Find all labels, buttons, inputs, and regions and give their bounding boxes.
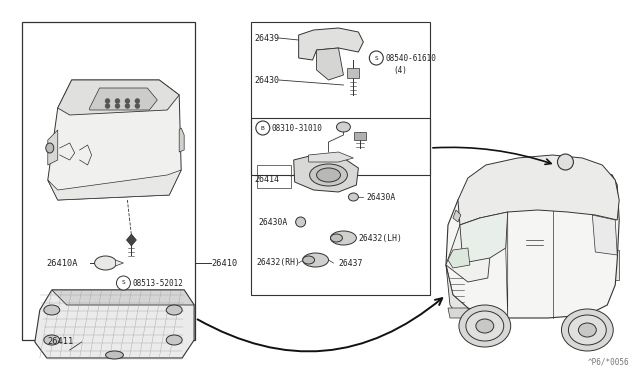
Text: 26432(LH): 26432(LH) xyxy=(358,234,403,243)
Polygon shape xyxy=(453,210,461,222)
Ellipse shape xyxy=(337,122,351,132)
Polygon shape xyxy=(446,218,490,282)
Ellipse shape xyxy=(466,311,504,341)
Polygon shape xyxy=(593,215,617,255)
Text: S: S xyxy=(374,55,378,61)
Polygon shape xyxy=(294,155,358,192)
Polygon shape xyxy=(35,290,194,358)
Polygon shape xyxy=(308,152,353,162)
Bar xyxy=(257,165,291,188)
Polygon shape xyxy=(460,212,508,263)
Text: 08513-52012: 08513-52012 xyxy=(132,279,183,288)
Text: 26439: 26439 xyxy=(255,33,280,42)
Polygon shape xyxy=(458,155,620,225)
Ellipse shape xyxy=(46,143,54,153)
Circle shape xyxy=(116,276,131,290)
Circle shape xyxy=(115,99,120,103)
Polygon shape xyxy=(446,265,468,318)
Ellipse shape xyxy=(317,168,340,182)
Text: B: B xyxy=(261,125,265,131)
Polygon shape xyxy=(90,88,157,110)
Text: 26430: 26430 xyxy=(255,76,280,84)
Ellipse shape xyxy=(95,256,116,270)
Ellipse shape xyxy=(166,335,182,345)
Polygon shape xyxy=(355,132,366,140)
Bar xyxy=(22,22,195,340)
Ellipse shape xyxy=(310,164,348,186)
Circle shape xyxy=(135,103,140,109)
Circle shape xyxy=(105,103,110,109)
Ellipse shape xyxy=(44,335,60,345)
Circle shape xyxy=(125,99,130,103)
Bar xyxy=(607,250,620,280)
Circle shape xyxy=(115,103,120,109)
Text: 26430A: 26430A xyxy=(259,218,288,227)
Ellipse shape xyxy=(561,309,613,351)
Polygon shape xyxy=(48,80,181,200)
Circle shape xyxy=(369,51,383,65)
Ellipse shape xyxy=(44,305,60,315)
Polygon shape xyxy=(299,28,364,60)
Ellipse shape xyxy=(459,305,511,347)
Circle shape xyxy=(105,99,110,103)
Text: S: S xyxy=(122,280,125,285)
Bar xyxy=(251,118,430,295)
Polygon shape xyxy=(58,80,179,115)
Polygon shape xyxy=(317,48,344,80)
Circle shape xyxy=(256,121,270,135)
Circle shape xyxy=(557,154,573,170)
Text: 26410A: 26410A xyxy=(47,259,78,267)
Polygon shape xyxy=(448,248,470,268)
Polygon shape xyxy=(52,290,194,305)
Polygon shape xyxy=(48,130,58,165)
Text: 26430A: 26430A xyxy=(366,192,396,202)
Ellipse shape xyxy=(303,256,315,264)
Ellipse shape xyxy=(303,253,328,267)
Ellipse shape xyxy=(579,323,596,337)
Text: 26432(RH): 26432(RH) xyxy=(257,259,301,267)
Ellipse shape xyxy=(330,231,356,245)
Text: (4): (4) xyxy=(393,65,407,74)
Circle shape xyxy=(135,99,140,103)
Ellipse shape xyxy=(476,319,494,333)
Circle shape xyxy=(125,103,130,109)
Polygon shape xyxy=(348,68,360,78)
Polygon shape xyxy=(446,168,620,318)
Text: 08310-31010: 08310-31010 xyxy=(272,124,323,132)
Ellipse shape xyxy=(568,315,606,345)
Polygon shape xyxy=(115,260,124,266)
Bar xyxy=(251,22,430,175)
Text: 26414: 26414 xyxy=(255,174,280,183)
Polygon shape xyxy=(179,128,184,152)
FancyArrowPatch shape xyxy=(433,147,551,164)
Text: 26410: 26410 xyxy=(211,259,237,267)
Polygon shape xyxy=(127,234,136,246)
Circle shape xyxy=(296,217,306,227)
Polygon shape xyxy=(448,308,470,318)
Ellipse shape xyxy=(106,351,124,359)
Ellipse shape xyxy=(348,193,358,201)
Polygon shape xyxy=(48,170,181,200)
Text: 08540-61610: 08540-61610 xyxy=(385,54,436,62)
Text: ^P6/*0056: ^P6/*0056 xyxy=(588,357,629,366)
Text: 26411: 26411 xyxy=(48,337,74,346)
Text: 26437: 26437 xyxy=(339,259,363,267)
FancyArrowPatch shape xyxy=(198,298,442,352)
Ellipse shape xyxy=(166,305,182,315)
Ellipse shape xyxy=(330,234,342,242)
